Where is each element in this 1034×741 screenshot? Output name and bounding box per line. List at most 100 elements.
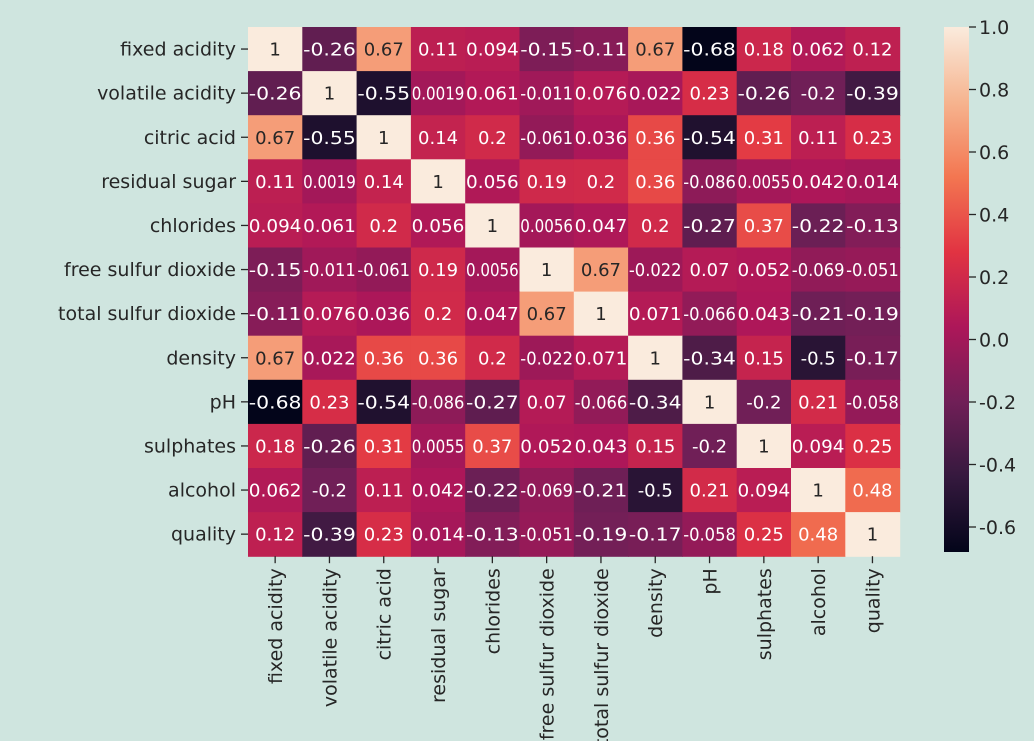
cell-value-label: 0.23 — [690, 84, 730, 105]
heatmap-cell — [465, 423, 521, 469]
cell-value-label: 0.094 — [249, 216, 302, 237]
heatmap-cell — [410, 379, 466, 425]
heatmap-cell — [465, 291, 521, 337]
cell-value-label: 0.047 — [575, 216, 628, 237]
cell-value-label: 0.076 — [575, 84, 628, 105]
cell-value-label: 1 — [378, 128, 389, 149]
heatmap-cell — [519, 291, 575, 337]
cell-value-label: 0.25 — [852, 436, 892, 457]
heatmap-cell — [791, 335, 846, 381]
heatmap-cell — [628, 335, 683, 381]
cell-value-label: 1 — [704, 392, 715, 413]
heatmap-cell — [519, 27, 575, 72]
cell-value-label: 0.31 — [744, 128, 784, 149]
x-tick-label: citric acid — [374, 568, 396, 660]
cell-value-label: -0.011 — [303, 260, 356, 281]
cell-value-label: 0.15 — [635, 436, 675, 457]
heatmap-cell — [248, 159, 303, 204]
cell-value-label: -0.15 — [249, 260, 302, 281]
cell-value-label: -0.069 — [520, 481, 573, 502]
cell-value-label: 0.15 — [744, 348, 784, 369]
x-axis: fixed acidity volatile acidity citric acid… — [265, 556, 884, 741]
heatmap-cell — [302, 115, 358, 160]
heatmap-cell — [248, 203, 303, 249]
heatmap-cell — [302, 512, 358, 557]
y-tick-label: density — [166, 347, 236, 369]
cell-value-label: 0.48 — [852, 481, 892, 502]
cell-value-label: -0.15 — [520, 40, 573, 61]
cell-value-label: -0.19 — [846, 304, 899, 325]
heatmap-cell — [736, 247, 792, 293]
heatmap-cell — [845, 247, 901, 293]
heatmap-cell — [356, 423, 412, 469]
heatmap-cell — [356, 247, 412, 293]
cell-value-label: -0.27 — [683, 216, 736, 237]
cell-value-label: 0.014 — [846, 172, 899, 193]
cell-value-label: 0.2 — [369, 216, 398, 237]
cell-value-label: -0.061 — [357, 260, 410, 281]
heatmap-cell — [248, 468, 303, 513]
cell-value-label: 0.062 — [792, 40, 845, 61]
x-tick-label: volatile acidity — [319, 568, 341, 707]
cell-value-label: 0.036 — [575, 128, 628, 149]
cell-value-label: 0.67 — [527, 304, 567, 325]
x-tick-label: free sulfur dioxide — [537, 568, 559, 740]
y-tick-label: chlorides — [150, 215, 236, 237]
cell-value-label: -0.066 — [683, 304, 736, 325]
cell-value-label: -0.11 — [249, 304, 302, 325]
cell-value-label: 0.23 — [309, 392, 349, 413]
colorbar-tick-label: -0.2 — [979, 392, 1016, 414]
heatmap-cell — [302, 203, 358, 249]
cell-value-label: 0.042 — [792, 172, 845, 193]
heatmap-cell — [248, 423, 303, 469]
x-tick-label: quality — [862, 568, 884, 633]
heatmap-cell — [465, 247, 521, 293]
cell-value-label: 0.12 — [255, 525, 295, 546]
heatmap-cell — [248, 335, 303, 381]
cell-value-label: -0.68 — [249, 392, 302, 413]
colorbar-tick-label: -0.6 — [979, 517, 1016, 539]
heatmap-cell — [845, 335, 901, 381]
heatmap-cells — [248, 27, 901, 557]
cell-value-label: -0.058 — [846, 392, 899, 413]
cell-value-label: 0.11 — [255, 172, 295, 193]
cell-value-label: 0.0056 — [520, 216, 573, 237]
heatmap-cell — [519, 159, 575, 204]
cell-value-label: 0.0055 — [412, 436, 465, 457]
heatmap-cell — [573, 291, 629, 337]
heatmap-cell — [465, 71, 521, 116]
cell-value-label: 0.043 — [575, 436, 628, 457]
heatmap-cell — [791, 159, 846, 204]
cell-value-label: 0.11 — [418, 40, 458, 61]
heatmap-cell — [736, 71, 792, 116]
heatmap-cell — [356, 335, 412, 381]
heatmap-cell — [628, 468, 683, 513]
heatmap-cell — [410, 247, 466, 293]
heatmap-cell — [628, 247, 683, 293]
cell-value-label: -0.26 — [303, 436, 356, 457]
cell-value-label: -0.086 — [412, 392, 465, 413]
heatmap-cell — [628, 291, 683, 337]
cell-value-label: 0.37 — [744, 216, 784, 237]
y-tick-label: citric acid — [144, 127, 236, 149]
cell-value-label: 0.2 — [478, 128, 507, 149]
heatmap-cell — [248, 27, 303, 72]
heatmap-cell — [682, 512, 738, 557]
heatmap-cell — [573, 115, 629, 160]
cell-value-label: 0.2 — [641, 216, 670, 237]
cell-value-label: 0.36 — [635, 172, 675, 193]
heatmap-cell — [736, 291, 792, 337]
heatmap-cell — [682, 335, 738, 381]
heatmap-cell — [736, 423, 792, 469]
cell-value-label: -0.058 — [683, 525, 736, 546]
heatmap-cell — [410, 335, 466, 381]
heatmap-cell — [302, 159, 358, 204]
y-tick-label: sulphates — [144, 435, 236, 457]
heatmap-cell — [845, 468, 901, 513]
x-tick-label: fixed acidity — [265, 568, 287, 684]
heatmap-cell — [845, 379, 901, 425]
heatmap-cell — [682, 291, 738, 337]
cell-value-label: -0.26 — [303, 40, 356, 61]
cell-value-label: -0.13 — [846, 216, 899, 237]
